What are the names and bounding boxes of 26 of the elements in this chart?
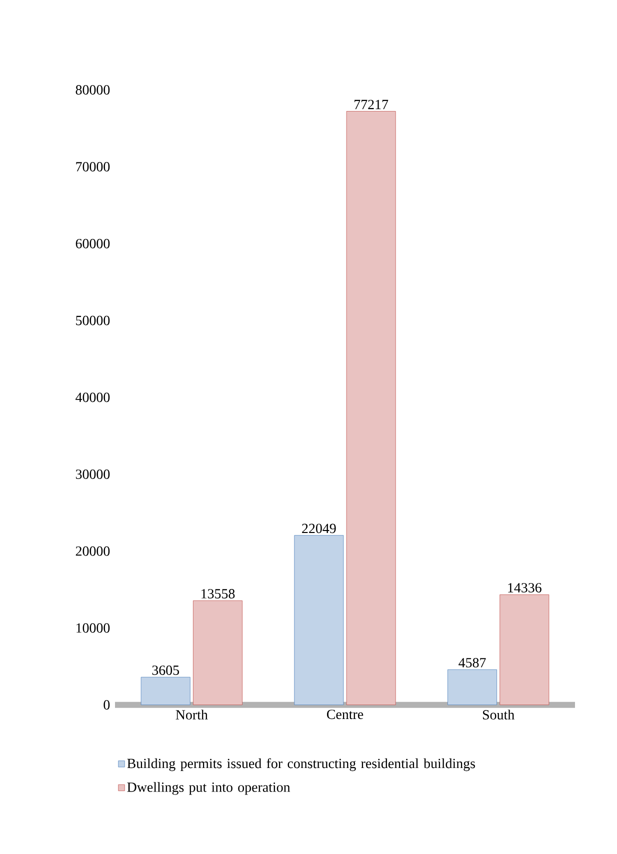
y-tick-label: 20000 [76, 546, 110, 556]
legend-label: Dwellings put into operation [127, 782, 290, 795]
data-label: 77217 [354, 100, 388, 110]
bar [193, 600, 242, 706]
data-label: 4587 [458, 658, 486, 668]
data-label: 13558 [202, 589, 235, 598]
legend-label: Building permits issued for constructing residential buildings [127, 758, 475, 772]
y-tick-label: 10000 [76, 623, 110, 633]
data-label: 22049 [302, 524, 336, 534]
bar [500, 594, 550, 706]
data-label: 3605 [152, 666, 180, 675]
bar [140, 676, 190, 706]
y-tick-label: 30000 [76, 470, 110, 479]
x-tick-label: Centre [326, 710, 364, 720]
y-tick-label: 0 [104, 700, 110, 710]
bar [346, 111, 396, 706]
x-tick-label: South [482, 710, 514, 720]
bar [294, 535, 344, 706]
y-tick-label: 70000 [76, 162, 110, 172]
x-tick-label: North [176, 710, 208, 720]
y-tick-label: 50000 [76, 316, 110, 326]
data-label: 14336 [508, 583, 542, 592]
y-tick-label: 80000 [76, 85, 110, 95]
y-tick-label: 40000 [76, 392, 110, 402]
y-tick-label: 60000 [76, 238, 110, 248]
bar [448, 669, 497, 706]
